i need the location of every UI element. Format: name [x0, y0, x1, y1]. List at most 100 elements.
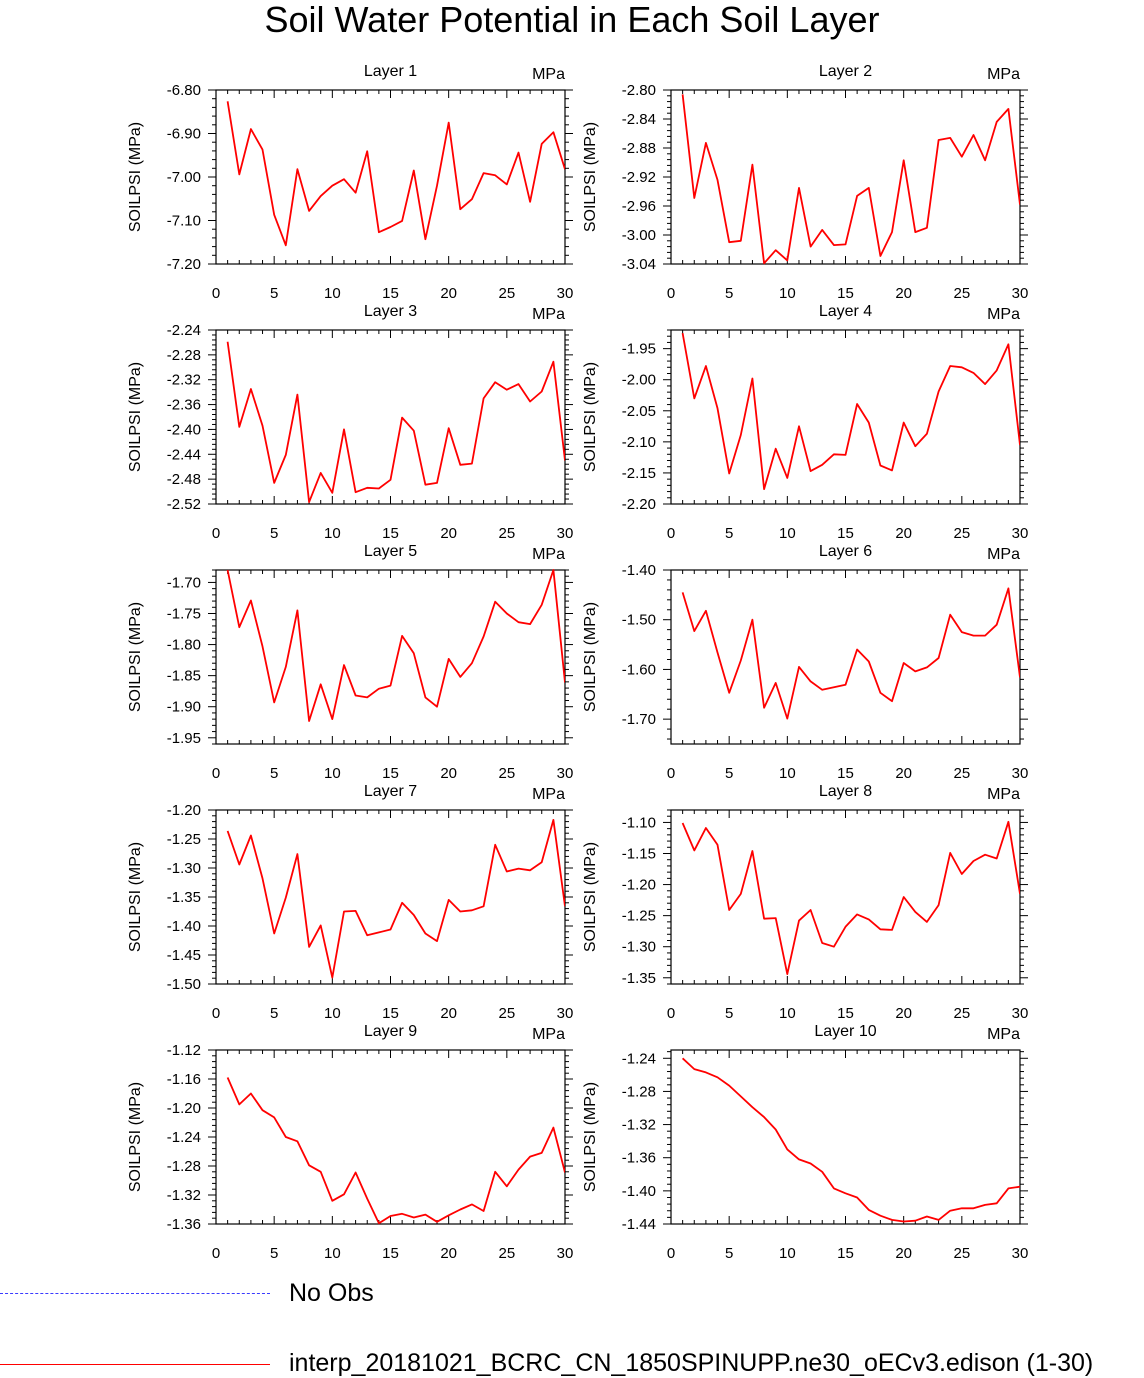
layer-1-y-tick-label: -6.80 [167, 82, 201, 99]
layer-10-x-tick-label: 5 [725, 1245, 733, 1262]
layer-8-y-tick-label: -1.15 [622, 846, 656, 863]
layer-9-x-tick-label: 5 [270, 1245, 278, 1262]
layer-3-x-tick-label: 0 [212, 525, 220, 542]
layer-10-x-tick-label: 25 [953, 1245, 970, 1262]
layer-4-y-tick-label: -2.00 [622, 372, 656, 389]
layer-8-y-tick-label: -1.35 [622, 970, 656, 987]
layer-6-x-tick-label: 25 [953, 765, 970, 782]
layer-2-y-axis-label: SOILPSI (MPa) [582, 122, 599, 232]
layer-3-y-tick-label: -2.40 [167, 421, 201, 438]
layer-4-x-tick-label: 10 [779, 525, 796, 542]
layer-9-x-tick-label: 20 [440, 1245, 457, 1262]
panel-layer-4: 0 5 10 15 20 25 30 -1.95 -2.00 -2.05 -2.10 -2.15 -2.… [582, 303, 1028, 542]
panel-layer-1: 0 5 10 15 20 25 30 -6.80 -6.90 -7.00 -7.10 -7.20 SOI… [127, 63, 573, 302]
layer-4-x-tick-label: 30 [1012, 525, 1029, 542]
layer-10-y-tick-label: -1.24 [622, 1050, 656, 1067]
layer-2-x-tick-label: 5 [725, 285, 733, 302]
layer-10-x-tick-label: 30 [1012, 1245, 1029, 1262]
layer-1-x-tick-label: 30 [557, 285, 574, 302]
layer-9-x-tick-label: 10 [324, 1245, 341, 1262]
layer-2-x-tick-label: 15 [837, 285, 854, 302]
layer-7-y-tick-label: -1.45 [167, 947, 201, 964]
layer-3-y-tick-label: -2.28 [167, 347, 201, 364]
layer-5-x-tick-label: 5 [270, 765, 278, 782]
layer-4-panel-title: Layer 4 [819, 303, 872, 320]
layer-5-y-tick-label: -1.85 [167, 668, 201, 685]
layer-1-y-tick-label: -6.90 [167, 126, 201, 143]
layer-9-y-tick-label: -1.36 [167, 1216, 201, 1233]
layer-4-y-tick-label: -1.95 [622, 341, 656, 358]
layer-4-y-tick-label: -2.15 [622, 465, 656, 482]
layer-3-y-tick-label: -2.24 [167, 322, 201, 339]
layer-3-panel-title: Layer 3 [364, 303, 417, 320]
legend-line-no-obs [0, 1293, 270, 1294]
layer-10-series-line [681, 1057, 1020, 1223]
layer-8-units-label: MPa [987, 786, 1020, 803]
layer-10-y-tick-label: -1.44 [622, 1216, 656, 1233]
layer-3-x-tick-label: 10 [324, 525, 341, 542]
legend-label-no-obs: No Obs [289, 1279, 374, 1307]
layer-1-x-tick-label: 25 [498, 285, 515, 302]
layer-8-y-tick-label: -1.30 [622, 939, 656, 956]
layer-3-x-tick-label: 30 [557, 525, 574, 542]
layer-8-x-tick-label: 5 [725, 1005, 733, 1022]
layer-4-x-tick-label: 0 [667, 525, 675, 542]
layer-2-y-tick-label: -2.92 [622, 169, 656, 186]
layer-1-series-line [226, 101, 565, 247]
layer-1-x-tick-label: 5 [270, 285, 278, 302]
layer-4-x-tick-label: 15 [837, 525, 854, 542]
layer-10-panel-title: Layer 10 [814, 1023, 876, 1040]
layer-6-x-tick-label: 30 [1012, 765, 1029, 782]
layer-10-y-tick-label: -1.40 [622, 1183, 656, 1200]
layer-10-y-tick-label: -1.28 [622, 1083, 656, 1100]
panel-layer-2: 0 5 10 15 20 25 30 -2.80 -2.84 -2.88 -2.92 -2.96 -3.… [582, 63, 1028, 302]
layer-7-x-tick-label: 5 [270, 1005, 278, 1022]
layer-8-x-tick-label: 15 [837, 1005, 854, 1022]
legend-line-model [0, 1364, 270, 1365]
layer-7-y-tick-label: -1.25 [167, 831, 201, 848]
layer-7-x-tick-label: 0 [212, 1005, 220, 1022]
layer-3-y-tick-label: -2.32 [167, 372, 201, 389]
layer-9-y-tick-label: -1.16 [167, 1071, 201, 1088]
layer-2-units-label: MPa [987, 66, 1020, 83]
layer-5-plot-frame [215, 569, 566, 745]
layer-6-y-tick-label: -1.60 [622, 661, 656, 678]
layer-5-y-tick-label: -1.95 [167, 730, 201, 747]
panel-layer-10: 0 5 10 15 20 25 30 -1.24 -1.28 -1.32 -1.36 -1.40 -1.… [582, 1023, 1028, 1262]
layer-2-series-line [681, 94, 1020, 265]
layer-2-x-tick-label: 30 [1012, 285, 1029, 302]
layer-3-y-tick-label: -2.44 [167, 446, 201, 463]
layer-7-y-tick-label: -1.30 [167, 860, 201, 877]
layer-1-units-label: MPa [532, 66, 565, 83]
layer-3-x-tick-label: 25 [498, 525, 515, 542]
layer-5-panel-title: Layer 5 [364, 543, 417, 560]
layer-2-y-tick-label: -3.04 [622, 256, 656, 273]
layer-6-x-tick-label: 0 [667, 765, 675, 782]
layer-3-x-tick-label: 20 [440, 525, 457, 542]
layer-2-x-tick-label: 10 [779, 285, 796, 302]
layer-3-y-axis-label: SOILPSI (MPa) [127, 362, 144, 472]
layer-9-y-tick-label: -1.20 [167, 1100, 201, 1117]
layer-6-y-tick-label: -1.70 [622, 711, 656, 728]
layer-7-x-tick-label: 10 [324, 1005, 341, 1022]
layer-6-y-axis-label: SOILPSI (MPa) [582, 602, 599, 712]
layer-8-series-line [681, 820, 1020, 975]
main-title: Soil Water Potential in Each Soil Layer [264, 0, 880, 40]
layer-3-x-tick-label: 5 [270, 525, 278, 542]
layer-6-x-tick-label: 15 [837, 765, 854, 782]
layer-7-plot-frame [215, 809, 566, 985]
layer-5-y-axis-label: SOILPSI (MPa) [127, 602, 144, 712]
layer-5-y-tick-label: -1.90 [167, 699, 201, 716]
layer-10-y-tick-label: -1.36 [622, 1150, 656, 1167]
layer-1-x-tick-label: 20 [440, 285, 457, 302]
layer-3-units-label: MPa [532, 306, 565, 323]
layer-6-y-tick-label: -1.50 [622, 612, 656, 629]
layer-4-x-tick-label: 20 [895, 525, 912, 542]
layer-10-x-tick-label: 10 [779, 1245, 796, 1262]
layer-3-y-tick-label: -2.48 [167, 471, 201, 488]
legend-label-model: interp_20181021_BCRC_CN_1850SPINUPP.ne30… [289, 1349, 1094, 1377]
layer-8-y-tick-label: -1.20 [622, 877, 656, 894]
layer-10-x-tick-label: 20 [895, 1245, 912, 1262]
layer-1-y-tick-label: -7.20 [167, 256, 201, 273]
